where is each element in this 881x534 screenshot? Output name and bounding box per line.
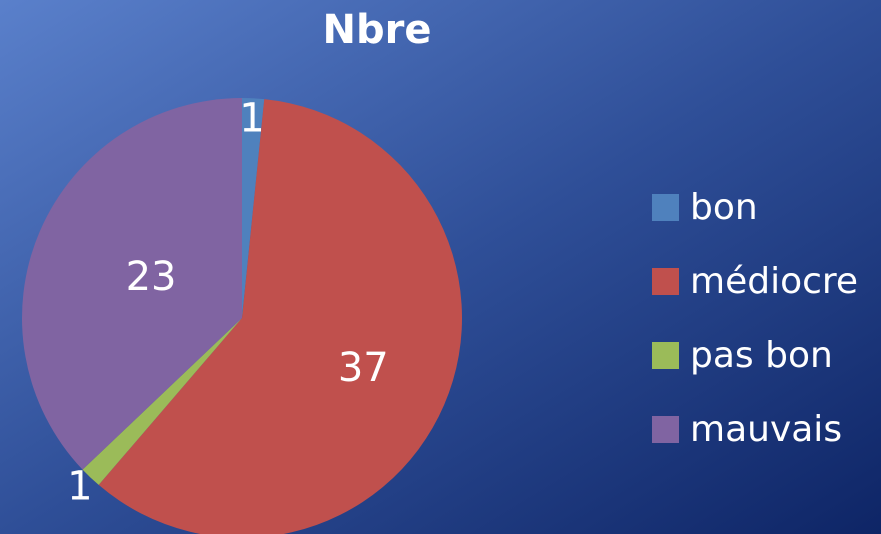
data-label: 23 bbox=[126, 254, 177, 300]
chart-title: Nbre bbox=[323, 7, 432, 53]
data-label: 1 bbox=[239, 95, 264, 141]
legend-swatch bbox=[652, 268, 679, 295]
legend-label: mauvais bbox=[690, 409, 842, 450]
data-label: 37 bbox=[338, 345, 389, 391]
legend-label: pas bon bbox=[690, 335, 833, 376]
legend-swatch bbox=[652, 342, 679, 369]
pie-slice bbox=[242, 98, 265, 318]
pie-slice bbox=[22, 98, 242, 470]
legend-swatch bbox=[652, 194, 679, 221]
pie-slice bbox=[82, 318, 242, 485]
legend-label: médiocre bbox=[690, 261, 858, 302]
data-label: 1 bbox=[67, 464, 92, 510]
pie-slice bbox=[98, 99, 462, 534]
legend-swatch bbox=[652, 416, 679, 443]
legend-label: bon bbox=[690, 187, 758, 228]
